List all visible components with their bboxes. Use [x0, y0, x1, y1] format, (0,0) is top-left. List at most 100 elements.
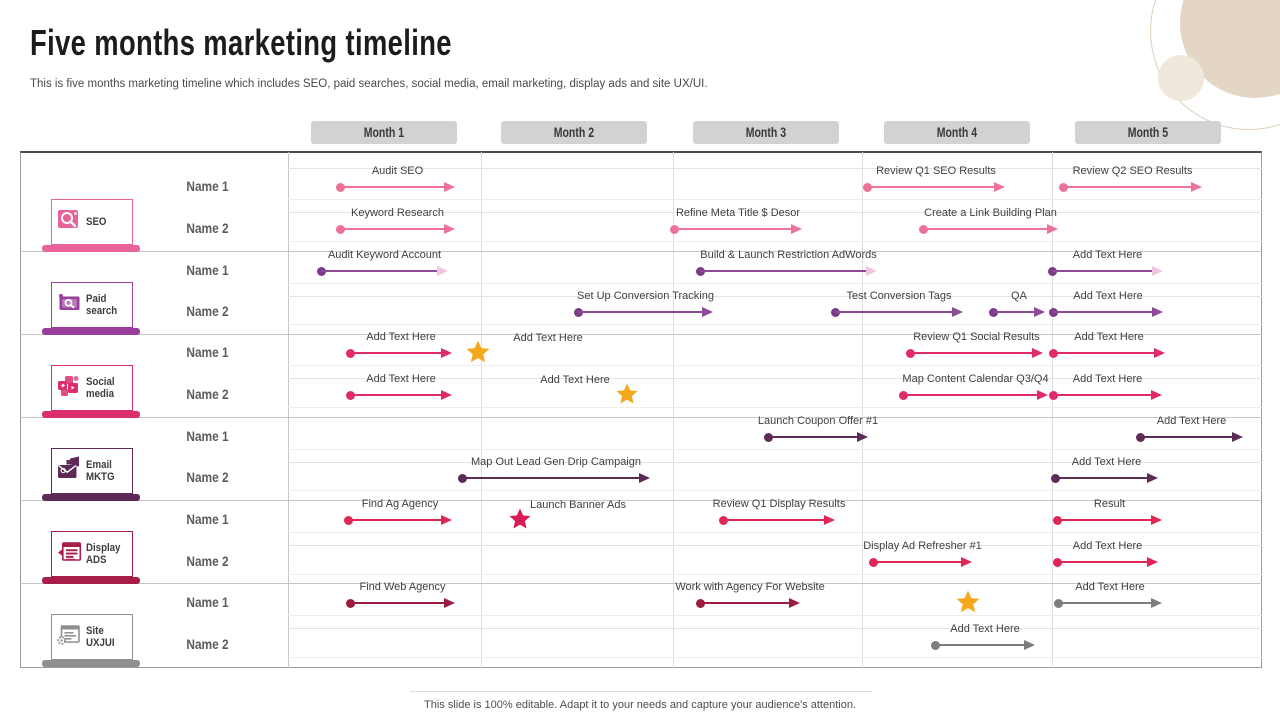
task-bar-create-a-link-building-plan[interactable]: Create a Link Building Plan — [917, 207, 1064, 237]
month-header-label: Month 2 — [553, 125, 595, 140]
task-bar-add-text-here[interactable]: Add Text Here — [1047, 331, 1171, 361]
milestone-star-icon[interactable] — [615, 382, 639, 411]
task-bar-review-q1-display-results[interactable]: Review Q1 Display Results — [713, 498, 845, 528]
task-bar-result[interactable]: Result — [1051, 498, 1168, 528]
task-bar-add-text-here[interactable]: Add Text Here — [1047, 373, 1168, 403]
task-label: Find Web Agency — [359, 581, 446, 593]
task-arrowhead-icon — [789, 597, 800, 608]
task-bar-review-q2-seo-results[interactable]: Review Q2 SEO Results — [1057, 165, 1208, 195]
grid-hline — [288, 449, 1262, 450]
task-bar-audit-keyword-account[interactable]: Audit Keyword Account — [315, 249, 454, 279]
task-bar-qa[interactable]: QA — [987, 290, 1051, 320]
task-label: Audit Keyword Account — [327, 249, 442, 261]
row-name-label[interactable]: Name 1 — [186, 595, 229, 610]
task-bar-display-ad-refresher-1[interactable]: Display Ad Refresher #1 — [863, 540, 982, 570]
row-name-label[interactable]: Name 1 — [186, 345, 229, 360]
task-bar-add-text-here[interactable]: Add Text Here — [1046, 249, 1169, 279]
task-bar-add-text-here[interactable]: Add Text Here — [1051, 540, 1164, 570]
category-base-bar — [42, 577, 140, 584]
task-label: Add Text Here — [1072, 373, 1143, 385]
task-line — [321, 269, 441, 273]
category-box-site-uxjui[interactable]: Site UXJUI — [51, 614, 133, 660]
task-arrowhead-icon — [1151, 597, 1162, 608]
grid-vline — [481, 152, 482, 668]
task-arrowhead-icon — [857, 431, 868, 442]
task-bar-add-text-here[interactable]: Add Text Here — [929, 623, 1041, 653]
milestone-star-icon[interactable] — [955, 589, 981, 620]
row-name-label[interactable]: Name 2 — [186, 554, 229, 569]
task-label: Add Text Here — [1156, 415, 1227, 427]
task-bar-keyword-research[interactable]: Keyword Research — [334, 207, 461, 237]
row-name-label[interactable]: Name 1 — [186, 512, 229, 527]
category-box-display-ads[interactable]: Display ADS — [51, 531, 133, 577]
task-bar-find-web-agency[interactable]: Find Web Agency — [344, 581, 461, 611]
task-bar-add-text-here[interactable]: Add Text Here — [1047, 290, 1169, 320]
grid-vline — [1052, 152, 1053, 668]
task-bar-add-text-here[interactable]: Add Text Here — [1052, 581, 1168, 611]
row-name-label[interactable]: Name 1 — [186, 263, 229, 278]
category-box-seo[interactable]: SEO — [51, 199, 133, 245]
row-name-label[interactable]: Name 2 — [186, 221, 229, 236]
task-bar-build-launch-restriction-adwords[interactable]: Build & Launch Restriction AdWords — [694, 249, 883, 279]
grid-hline — [288, 283, 1262, 284]
task-text-placeholder[interactable]: Add Text Here — [513, 332, 583, 344]
task-bar-refine-meta-title-desor[interactable]: Refine Meta Title $ Desor — [668, 207, 808, 237]
timeline-grid-frame — [20, 151, 1262, 668]
row-name-label[interactable]: Name 2 — [186, 304, 229, 319]
category-box-email-mktg[interactable]: Email MKTG — [51, 448, 133, 494]
category-base-bar — [42, 411, 140, 418]
task-line — [923, 227, 1051, 231]
grid-hline — [288, 378, 1262, 379]
task-line — [348, 518, 445, 522]
task-text-placeholder[interactable]: Launch Banner Ads — [529, 499, 627, 511]
grid-vline — [288, 152, 289, 668]
task-arrowhead-icon — [1037, 389, 1048, 400]
milestone-star-icon[interactable] — [508, 507, 532, 536]
task-bar-add-text-here[interactable]: Add Text Here — [344, 331, 458, 361]
task-label: QA — [1011, 290, 1027, 302]
task-label: Add Text Here — [366, 373, 436, 385]
row-name-label[interactable]: Name 1 — [186, 179, 229, 194]
task-line — [993, 310, 1038, 314]
task-arrowhead-icon — [1032, 347, 1043, 358]
grid-hline — [288, 628, 1262, 629]
task-arrowhead-icon — [961, 556, 972, 567]
grid-hline — [288, 199, 1262, 200]
task-bar-review-q1-seo-results[interactable]: Review Q1 SEO Results — [861, 165, 1011, 195]
task-bar-set-up-conversion-tracking[interactable]: Set Up Conversion Tracking — [572, 290, 719, 320]
task-line — [340, 227, 448, 231]
task-arrowhead-icon — [1232, 431, 1243, 442]
task-bar-audit-seo[interactable]: Audit SEO — [334, 165, 461, 195]
task-arrowhead-icon — [994, 181, 1005, 192]
row-name-label[interactable]: Name 2 — [186, 637, 229, 652]
task-bar-work-with-agency-for-website[interactable]: Work with Agency For Website — [675, 581, 825, 611]
task-label: Review Q2 SEO Results — [1072, 165, 1193, 177]
row-name-label[interactable]: Name 1 — [186, 429, 229, 444]
row-name-label[interactable]: Name 2 — [186, 470, 229, 485]
grid-hline — [288, 168, 1262, 169]
task-label: Add Text Here — [1073, 290, 1143, 302]
task-label: Add Text Here — [950, 623, 1020, 635]
grid-hline — [20, 500, 1262, 501]
grid-vline — [862, 152, 863, 668]
task-arrowhead-icon — [444, 597, 455, 608]
task-bar-launch-coupon-offer-1[interactable]: Launch Coupon Offer #1 — [758, 415, 878, 445]
footer-note: This slide is 100% editable. Adapt it to… — [424, 699, 856, 711]
task-bar-add-text-here[interactable]: Add Text Here — [1134, 415, 1249, 445]
category-label: Paid search — [86, 292, 118, 318]
category-box-social-media[interactable]: Social media — [51, 365, 133, 411]
milestone-star-icon[interactable] — [465, 339, 491, 370]
task-bar-add-text-here[interactable]: Add Text Here — [344, 373, 458, 403]
row-name-label[interactable]: Name 2 — [186, 387, 229, 402]
task-label: Review Q1 SEO Results — [876, 165, 996, 177]
task-bar-test-conversion-tags[interactable]: Test Conversion Tags — [829, 290, 969, 320]
month-header-label: Month 5 — [1127, 125, 1169, 140]
task-bar-map-out-lead-gen-drip-campaign[interactable]: Map Out Lead Gen Drip Campaign — [456, 456, 656, 486]
task-bar-review-q1-social-results[interactable]: Review Q1 Social Results — [904, 331, 1049, 361]
task-bar-map-content-calendar-q3-q4[interactable]: Map Content Calendar Q3/Q4 — [897, 373, 1054, 403]
grid-hline — [288, 212, 1262, 213]
category-box-paid-search[interactable]: Paid search — [51, 282, 133, 328]
task-text-placeholder[interactable]: Add Text Here — [540, 374, 610, 386]
task-bar-find-ag-agency[interactable]: Find Ag Agency — [342, 498, 458, 528]
task-bar-add-text-here[interactable]: Add Text Here — [1049, 456, 1164, 486]
